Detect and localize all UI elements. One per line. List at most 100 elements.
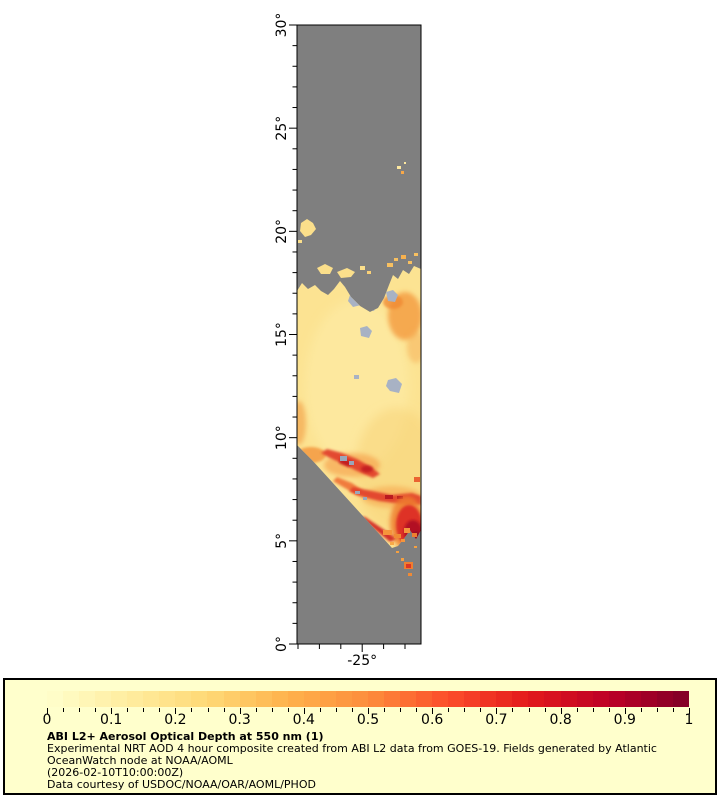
colorbar-segment [207, 691, 224, 707]
colorbar-segment [319, 691, 336, 707]
colorbar-tick-label: 0.9 [613, 712, 636, 728]
aod-specks [298, 162, 418, 576]
caption-line-2: OceanWatch node at NOAA/AOML [47, 753, 233, 767]
caption-timestamp: (2026-02-10T10:00:00Z) [47, 765, 184, 779]
colorbar-tick [368, 708, 369, 714]
colorbar-tick-label: 1 [684, 712, 694, 728]
colorbar-tick [448, 708, 450, 712]
colorbar-tick [223, 708, 225, 712]
colorbar-segment [560, 691, 577, 707]
colorbar-segment [191, 691, 208, 707]
axes: 30° 25° 20° 15° 10° 5° 0° -25° [274, 13, 406, 669]
colorbar-tick [207, 708, 209, 712]
colorbar-tick-label: 0.1 [100, 712, 123, 728]
colorbar-segment [383, 691, 401, 707]
aod-feature [412, 533, 417, 537]
aod-feature [298, 240, 302, 243]
colorbar-segment [127, 691, 144, 707]
aod-feature [354, 375, 359, 379]
aod-feature [360, 326, 372, 338]
aod-feature [363, 497, 367, 500]
aod-feature [408, 573, 412, 576]
colorbar-tick-labels: 0 0.1 0.2 0.3 0.4 0.5 0.6 0.7 0.8 0.9 1 [5, 712, 715, 729]
colorbar-segment [303, 691, 320, 707]
colorbar-segment [159, 691, 176, 707]
colorbar-tick [464, 708, 466, 712]
colorbar-segment [576, 691, 593, 707]
colorbar-tick [576, 708, 578, 712]
colorbar-tick [159, 708, 161, 712]
aod-feature [386, 290, 398, 302]
colorbar-segment [367, 691, 384, 707]
aod-feature [404, 528, 410, 533]
colorbar-tick [432, 708, 434, 714]
colorbar-tick [111, 708, 113, 714]
lat-tick-label: 0° [274, 636, 290, 652]
aod-feature [401, 255, 406, 259]
aod-feature [340, 456, 347, 461]
colorbar-segment [239, 691, 256, 707]
colorbar-tick-label: 0.7 [485, 712, 508, 728]
colorbar-tick-label: 0.4 [292, 712, 315, 728]
colorbar-tick [63, 708, 65, 712]
aod-feature [401, 171, 404, 174]
aod-feature [394, 534, 401, 538]
aod-feature [404, 162, 406, 164]
aod-feature [386, 378, 402, 393]
colorbar-tick-label: 0 [42, 712, 52, 728]
colorbar-tick-label: 0.8 [549, 712, 572, 728]
colorbar-tick [384, 708, 386, 712]
aod-feature [349, 461, 354, 465]
colorbar-tick [672, 708, 674, 712]
colorbar-tick [95, 708, 97, 712]
colorbar-tick [656, 708, 658, 712]
figure-title: ABI L2+ Aerosol Optical Depth at 550 nm … [47, 730, 324, 743]
aod-feature [361, 465, 373, 473]
legend-panel: 0 0.1 0.2 0.3 0.4 0.5 0.6 0.7 0.8 0.9 1 ABI L2+ Ae… [3, 678, 717, 795]
colorbar-tick-label: 0.6 [421, 712, 444, 728]
aod-blobs [297, 290, 421, 548]
caption-credit: Data courtesy of USDOC/NOAA/OAR/AOML/PHO… [47, 777, 316, 791]
aod-feature [406, 564, 411, 568]
aod-feature [317, 264, 333, 274]
colorbar-segment [608, 691, 625, 707]
colorbar-tick [416, 708, 418, 712]
colorbar-segment [79, 691, 96, 707]
colorbar-tick [689, 708, 690, 714]
colorbar-segment [512, 691, 529, 707]
aod-feature [337, 268, 355, 278]
aod-feature [297, 401, 306, 445]
colorbar-tick-label: 0.2 [164, 712, 187, 728]
aod-feature [397, 496, 403, 499]
colorbar-tick [143, 708, 145, 712]
lon-tick-label: -25° [347, 653, 377, 669]
colorbar-tick [47, 708, 48, 714]
colorbar-segment [672, 691, 689, 707]
colorbar-segment [496, 691, 513, 707]
aod-feature [414, 253, 418, 256]
colorbar-segment [95, 691, 112, 707]
colorbar-tick [560, 708, 562, 714]
caption-line-1: Experimental NRT AOD 4 hour composite cr… [47, 741, 657, 755]
lat-tick-label: 20° [274, 219, 290, 244]
colorbar-segment [47, 691, 64, 707]
aod-feature [414, 477, 420, 482]
aod-feature [367, 271, 371, 274]
aod-feature [414, 546, 417, 548]
colorbar-tick [400, 708, 402, 712]
colorbar-segment [464, 691, 481, 707]
lat-tick-label: 30° [274, 13, 290, 38]
colorbar-tick [528, 708, 530, 712]
aod-feature [407, 331, 421, 363]
aod-feature [300, 219, 316, 237]
aod-map-plot: 30° 25° 20° 15° 10° 5° 0° -25° [274, 13, 422, 669]
lat-tick-label: 25° [274, 116, 290, 141]
aod-feature [394, 258, 398, 261]
colorbar-segment [287, 691, 304, 707]
aod-feature [401, 558, 404, 561]
colorbar-tick [512, 708, 514, 712]
colorbar-tick-label: 0.3 [228, 712, 251, 728]
aod-feature [383, 530, 392, 535]
colorbar-segment [335, 691, 352, 707]
